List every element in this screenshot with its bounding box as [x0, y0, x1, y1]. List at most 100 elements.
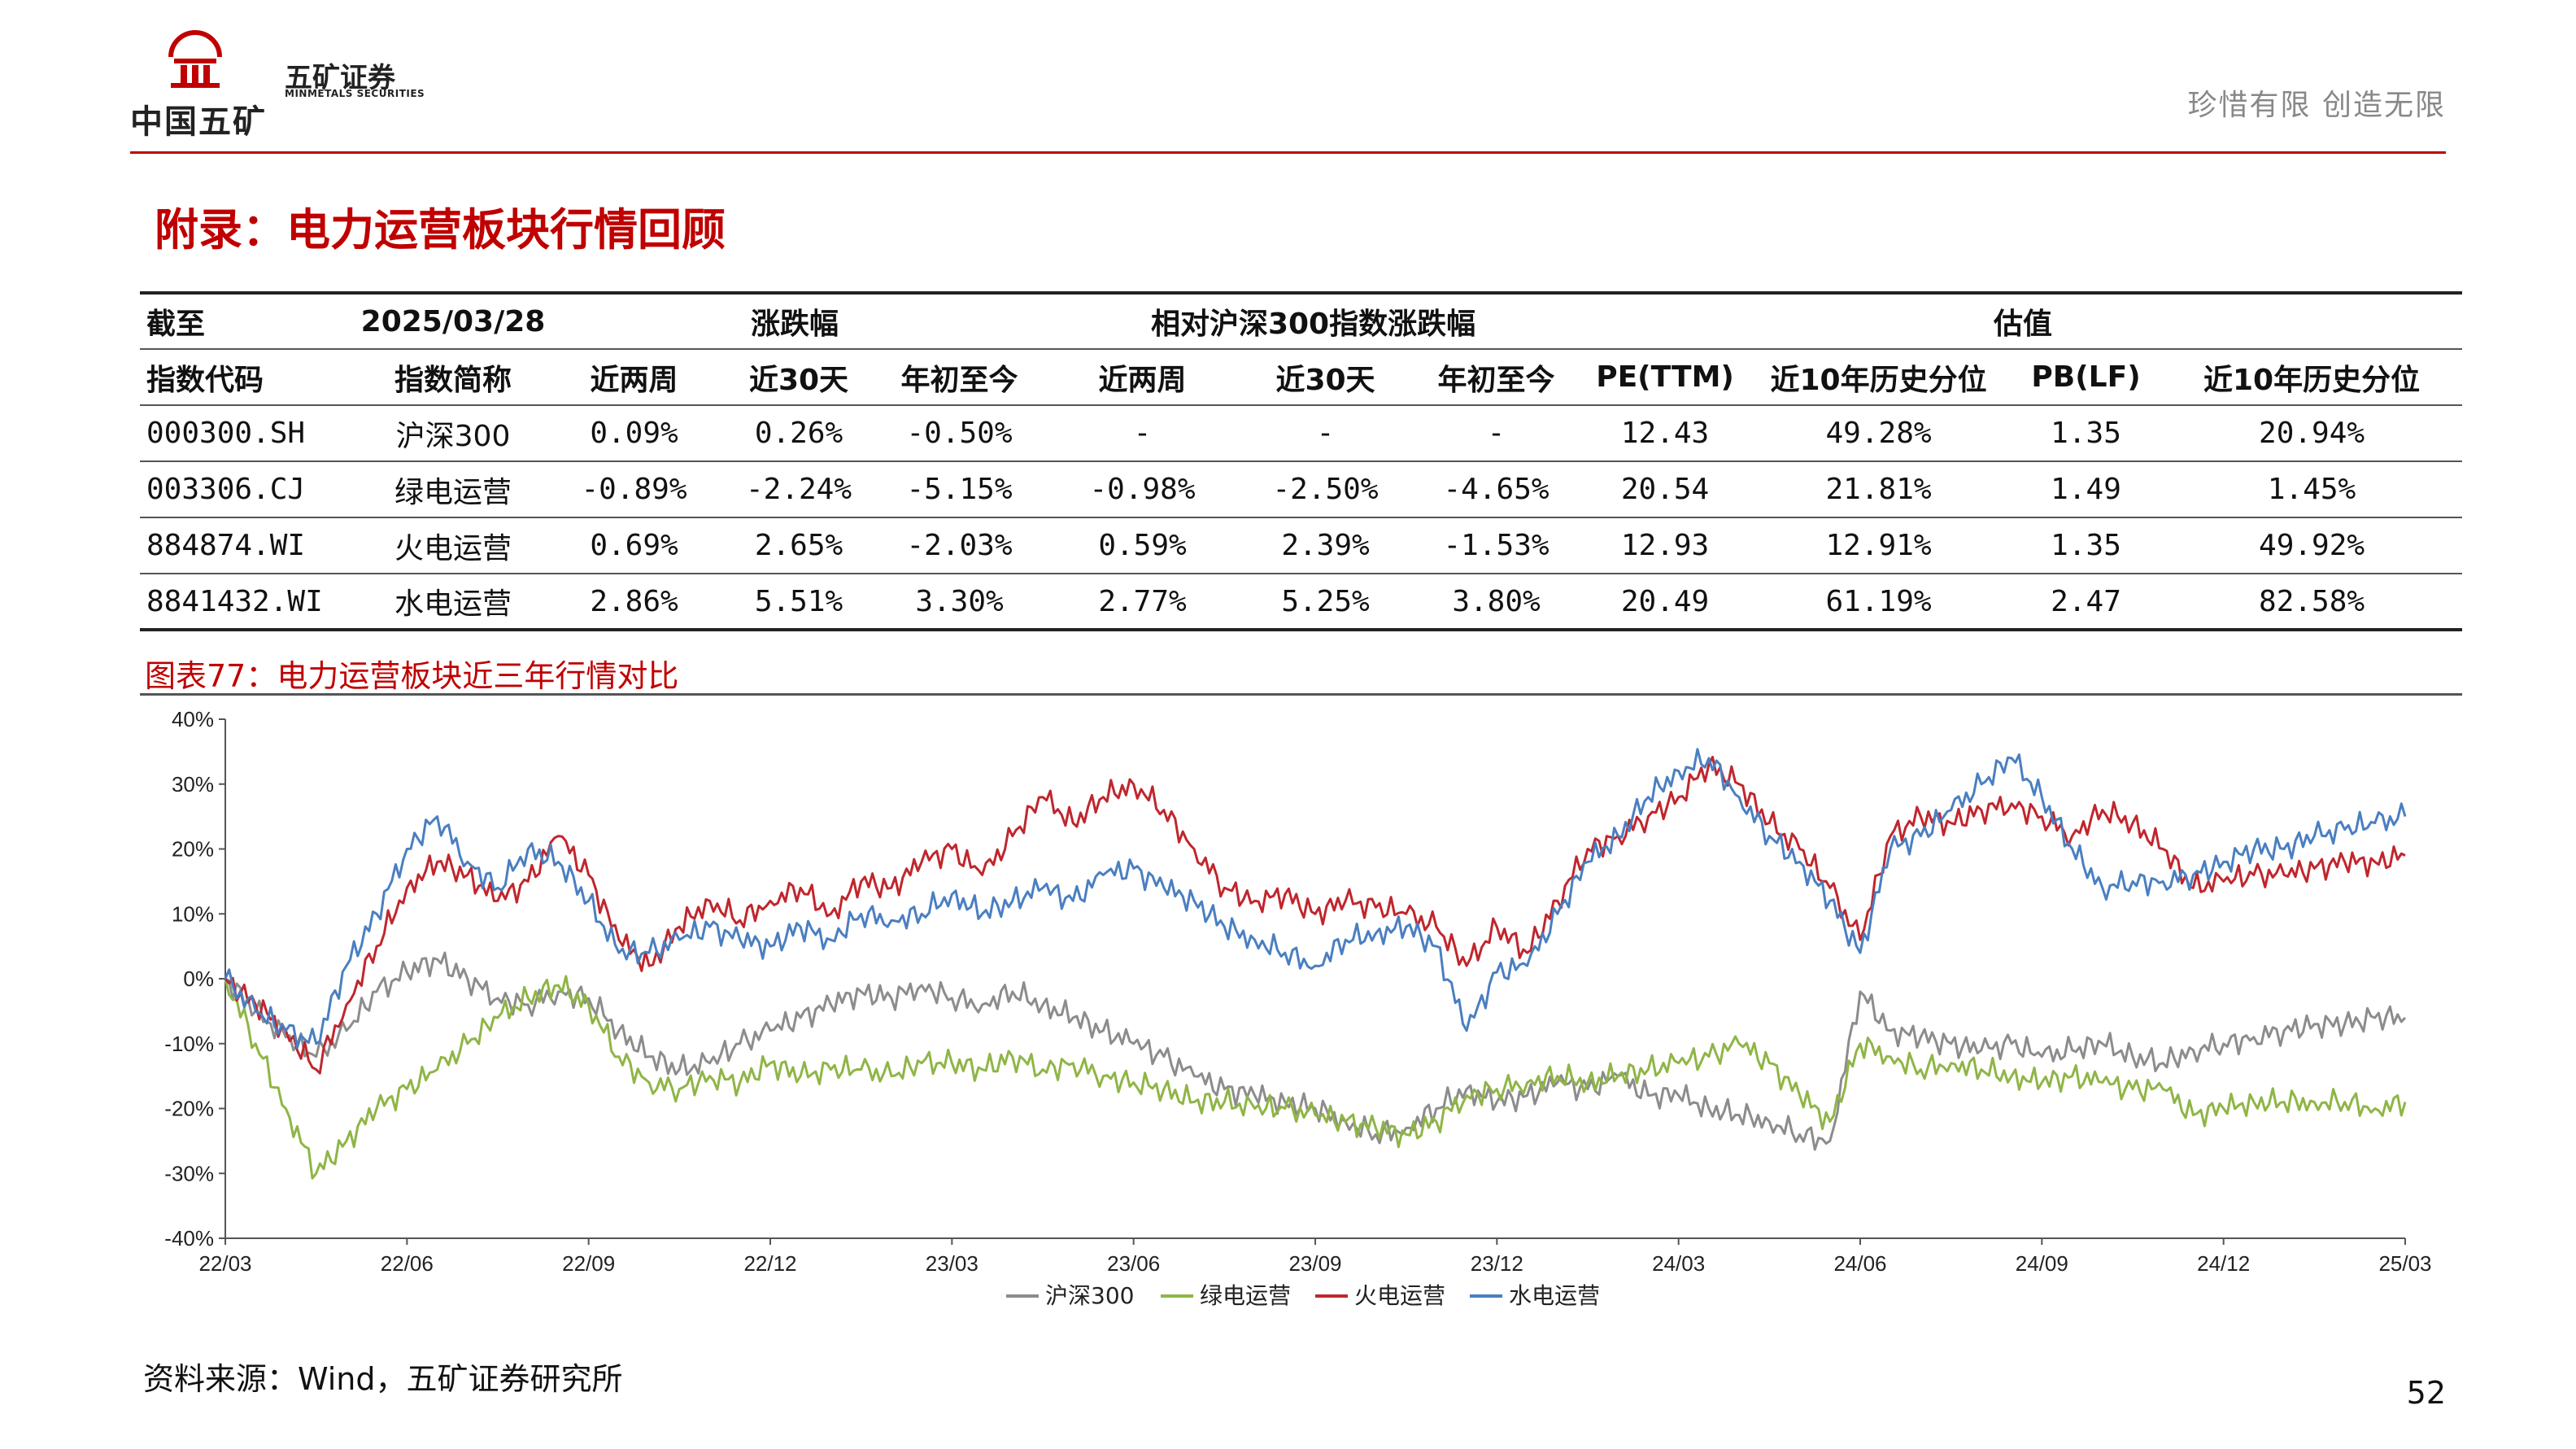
y-tick-label: 30% — [172, 772, 214, 797]
table-cell: - — [1043, 405, 1243, 462]
y-tick-label: -40% — [164, 1226, 214, 1250]
table-cell: -2.03% — [876, 517, 1044, 574]
logo-emblem-icon — [168, 30, 222, 88]
header-cell: 年初至今 — [1409, 349, 1584, 406]
table-cell: -2.24% — [721, 461, 876, 518]
header-divider — [130, 151, 2446, 154]
page-number: 52 — [2406, 1375, 2446, 1411]
header-cell: 2025/03/28 — [360, 291, 547, 350]
table-cell: 20.49 — [1584, 574, 1747, 631]
table-cell: 000300.SH — [140, 405, 360, 462]
x-tick-label: 24/03 — [1652, 1251, 1705, 1276]
table-cell: - — [1242, 405, 1410, 462]
table-cell: 绿电运营 — [360, 461, 547, 518]
x-tick-label: 24/06 — [1833, 1251, 1886, 1276]
table-cell: 20.94% — [2161, 405, 2463, 462]
table-cell: 49.92% — [2161, 517, 2463, 574]
table-cell: 003306.CJ — [140, 461, 360, 518]
brand-name-en: MINMETALS SECURITIES — [285, 88, 425, 99]
x-tick-label: 22/12 — [743, 1251, 796, 1276]
table-cell: 0.69% — [547, 517, 721, 574]
table-cell: -0.98% — [1043, 461, 1243, 518]
figure-title: 图表77：电力运营板块近三年行情对比 — [145, 658, 679, 694]
table-cell: -0.50% — [876, 405, 1044, 462]
table-cell: 3.80% — [1409, 574, 1584, 631]
series-line-3 — [224, 748, 2407, 1050]
y-tick-label: 10% — [172, 901, 214, 926]
y-tick-label: 20% — [172, 837, 214, 862]
table-row: 003306.CJ 绿电运营 -0.89% -2.24% -5.15% -0.9… — [140, 461, 2463, 518]
header-cell: 近10年历史分位 — [1746, 349, 2012, 406]
header-cell: 近30天 — [1242, 349, 1410, 406]
y-tick-label: -10% — [164, 1032, 214, 1056]
legend-label: 沪深300 — [1045, 1282, 1134, 1309]
table-header-row-1: 截至 2025/03/28 涨跌幅 相对沪深300指数涨跌幅 估值 — [140, 291, 2463, 350]
y-tick-label: 40% — [172, 707, 214, 731]
header-cell: 近两周 — [547, 349, 721, 406]
header-cell: 近30天 — [721, 349, 876, 406]
header-cell: 近10年历史分位 — [2161, 349, 2463, 406]
x-tick-label: 23/06 — [1107, 1251, 1160, 1276]
header-cell: PB(LF) — [2011, 349, 2162, 406]
series-line-1 — [224, 975, 2407, 1180]
x-tick-label: 23/03 — [926, 1251, 979, 1276]
table-cell: -2.50% — [1242, 461, 1410, 518]
table-cell: 61.19% — [1746, 574, 2012, 631]
series-line-0 — [224, 951, 2407, 1151]
table-cell: 火电运营 — [360, 517, 547, 574]
x-tick-label: 22/03 — [198, 1251, 251, 1276]
company-logo: 中国五矿 — [122, 26, 268, 141]
table-row: 884874.WI 火电运营 0.69% 2.65% -2.03% 0.59% … — [140, 517, 2463, 574]
logo-text: 中国五矿 — [130, 103, 267, 141]
header-cell: 涨跌幅 — [547, 291, 1044, 350]
table-cell: 49.28% — [1746, 405, 2012, 462]
header-cell: PE(TTM) — [1584, 349, 1747, 406]
table-cell: -1.53% — [1409, 517, 1584, 574]
x-tick-label: 22/09 — [562, 1251, 615, 1276]
table-cell: 12.91% — [1746, 517, 2012, 574]
x-tick-label: 23/09 — [1288, 1251, 1341, 1276]
table-cell: 2.77% — [1043, 574, 1243, 631]
table-cell: 0.09% — [547, 405, 721, 462]
table-cell: 1.49 — [2011, 461, 2162, 518]
legend-label: 水电运营 — [1509, 1282, 1600, 1309]
table-cell: 884874.WI — [140, 517, 360, 574]
x-tick-label: 25/03 — [2378, 1251, 2431, 1276]
table-cell: 82.58% — [2161, 574, 2463, 631]
x-tick-label: 24/09 — [2016, 1251, 2068, 1276]
table-cell: 0.26% — [721, 405, 876, 462]
brand-name-cn: 五矿证券 — [285, 62, 395, 94]
table-cell: 12.43 — [1584, 405, 1747, 462]
table-cell: 3.30% — [876, 574, 1044, 631]
figure-divider — [140, 693, 2462, 696]
table-cell: 20.54 — [1584, 461, 1747, 518]
valuation-table: 截至 2025/03/28 涨跌幅 相对沪深300指数涨跌幅 估值 指数代码 指… — [140, 291, 2463, 631]
table-cell: - — [1409, 405, 1584, 462]
x-tick-label: 22/06 — [381, 1251, 434, 1276]
series-line-2 — [224, 755, 2406, 1075]
table-cell: 2.65% — [721, 517, 876, 574]
line-chart: 40% 30% 20% 10% 0% -10% -20% -30% -40%22/03 22/06… — [164, 707, 2431, 1309]
table-row: 8841432.WI 水电运营 2.86% 5.51% 3.30% 2.77% … — [140, 574, 2463, 631]
header-cell: 近两周 — [1043, 349, 1243, 406]
table-cell: 2.47 — [2011, 574, 2162, 631]
y-tick-label: -30% — [164, 1161, 214, 1185]
table-cell: 21.81% — [1746, 461, 2012, 518]
table-cell: 水电运营 — [360, 574, 547, 631]
table-cell: -0.89% — [547, 461, 721, 518]
table-cell: 0.59% — [1043, 517, 1243, 574]
table-cell: 沪深300 — [360, 405, 547, 462]
slogan: 珍惜有限 创造无限 — [2187, 89, 2446, 122]
y-tick-label: -20% — [164, 1097, 214, 1121]
header-cell: 相对沪深300指数涨跌幅 — [1043, 291, 1584, 350]
table-cell: 5.25% — [1242, 574, 1410, 631]
source-note: 资料来源：Wind，五矿证券研究所 — [143, 1361, 623, 1397]
legend-label: 绿电运营 — [1200, 1282, 1291, 1309]
table-row: 000300.SH 沪深300 0.09% 0.26% -0.50% - - -… — [140, 405, 2463, 462]
table-cell: 5.51% — [721, 574, 876, 631]
table-header-row-2: 指数代码 指数简称 近两周 近30天 年初至今 近两周 近30天 年初至今 PE… — [140, 349, 2463, 406]
header-cell: 截至 — [140, 291, 360, 350]
header-cell: 年初至今 — [876, 349, 1044, 406]
y-tick-label: 0% — [183, 967, 214, 991]
table-cell: 1.35 — [2011, 517, 2162, 574]
